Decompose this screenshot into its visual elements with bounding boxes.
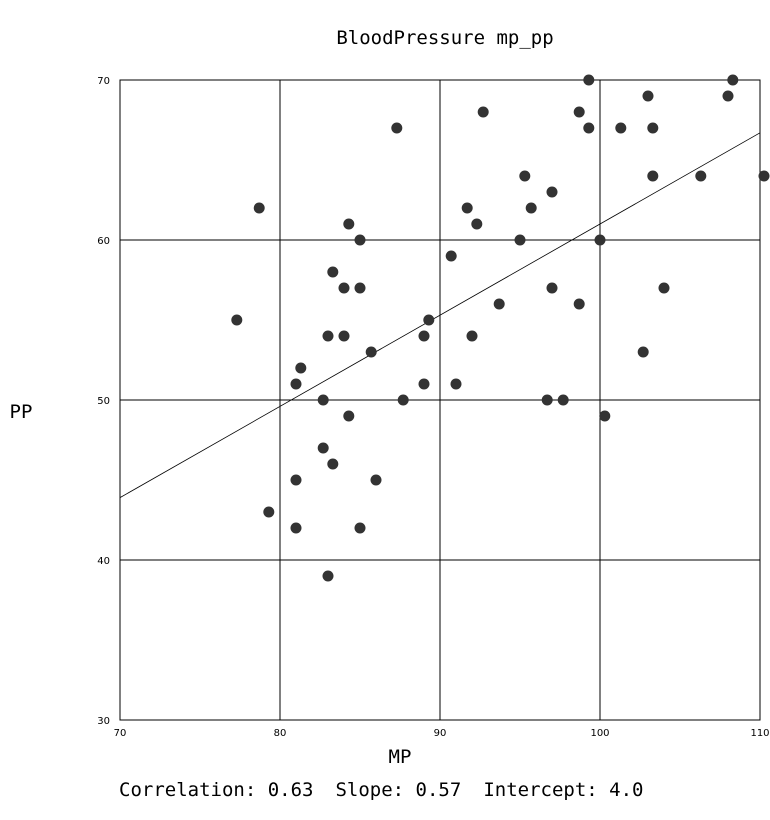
- data-point: [546, 186, 558, 198]
- y-tick-label: 30: [97, 716, 110, 727]
- data-point: [391, 122, 403, 134]
- x-tick-label: 90: [434, 728, 447, 739]
- data-point: [354, 522, 366, 534]
- data-point: [583, 122, 595, 134]
- data-point: [418, 378, 430, 390]
- data-point: [637, 346, 649, 358]
- y-tick-label: 40: [97, 556, 110, 567]
- y-tick-label: 50: [97, 396, 110, 407]
- plot-frame: [119, 79, 761, 721]
- data-point: [343, 410, 355, 422]
- intercept-stat: Intercept: 4.0: [483, 779, 644, 801]
- data-point: [418, 330, 430, 342]
- y-tick-label: 70: [97, 76, 110, 87]
- data-point: [317, 394, 329, 406]
- data-point: [338, 330, 350, 342]
- data-point: [322, 570, 334, 582]
- data-point: [290, 474, 302, 486]
- data-point: [594, 234, 606, 246]
- data-point: [758, 170, 770, 182]
- data-point: [445, 250, 457, 262]
- correlation-stat: Correlation: 0.63: [119, 779, 314, 801]
- data-point: [365, 346, 377, 358]
- data-point: [290, 378, 302, 390]
- data-point: [461, 202, 473, 214]
- data-point: [546, 282, 558, 294]
- y-tick-label: 60: [97, 236, 110, 247]
- data-point: [354, 234, 366, 246]
- data-points: [231, 74, 770, 582]
- x-tick-label: 80: [274, 728, 287, 739]
- x-tick-label: 70: [114, 728, 127, 739]
- grid-lines: [120, 80, 760, 720]
- x-tick-label: 100: [590, 728, 609, 739]
- data-point: [557, 394, 569, 406]
- data-point: [599, 410, 611, 422]
- x-axis-label: MP: [389, 746, 412, 768]
- data-point: [322, 330, 334, 342]
- data-point: [541, 394, 553, 406]
- data-point: [343, 218, 355, 230]
- data-point: [290, 522, 302, 534]
- data-point: [263, 506, 275, 518]
- data-point: [327, 266, 339, 278]
- chart-title: BloodPressure mp_pp: [336, 27, 553, 49]
- statistics-summary: Correlation: 0.63 Slope: 0.57 Intercept: 4…: [119, 779, 665, 801]
- data-point: [466, 330, 478, 342]
- data-point: [354, 282, 366, 294]
- data-point: [423, 314, 435, 326]
- x-tick-label: 110: [750, 728, 769, 739]
- data-point: [471, 218, 483, 230]
- scatter-chart: BloodPressure mp_pp 70 80 90 100 110 30 40 50 60…: [10, 27, 770, 768]
- data-point: [525, 202, 537, 214]
- data-point: [647, 170, 659, 182]
- data-point: [338, 282, 350, 294]
- data-point: [519, 170, 531, 182]
- data-point: [397, 394, 409, 406]
- data-point: [727, 74, 739, 86]
- data-point: [647, 122, 659, 134]
- data-point: [317, 442, 329, 454]
- data-point: [722, 90, 734, 102]
- y-axis-label: PP: [10, 401, 33, 423]
- data-point: [253, 202, 265, 214]
- data-point: [514, 234, 526, 246]
- slope-stat: Slope: 0.57: [335, 779, 462, 801]
- regression-line: [119, 132, 761, 498]
- data-point: [573, 106, 585, 118]
- data-point: [295, 362, 307, 374]
- data-point: [231, 314, 243, 326]
- data-point: [642, 90, 654, 102]
- data-point: [493, 298, 505, 310]
- data-point: [658, 282, 670, 294]
- data-point: [370, 474, 382, 486]
- data-point: [583, 74, 595, 86]
- data-point: [573, 298, 585, 310]
- data-point: [450, 378, 462, 390]
- data-point: [477, 106, 489, 118]
- tick-labels: 70 80 90 100 110 30 40 50 60 70: [97, 76, 769, 739]
- data-point: [327, 458, 339, 470]
- data-point: [615, 122, 627, 134]
- data-point: [695, 170, 707, 182]
